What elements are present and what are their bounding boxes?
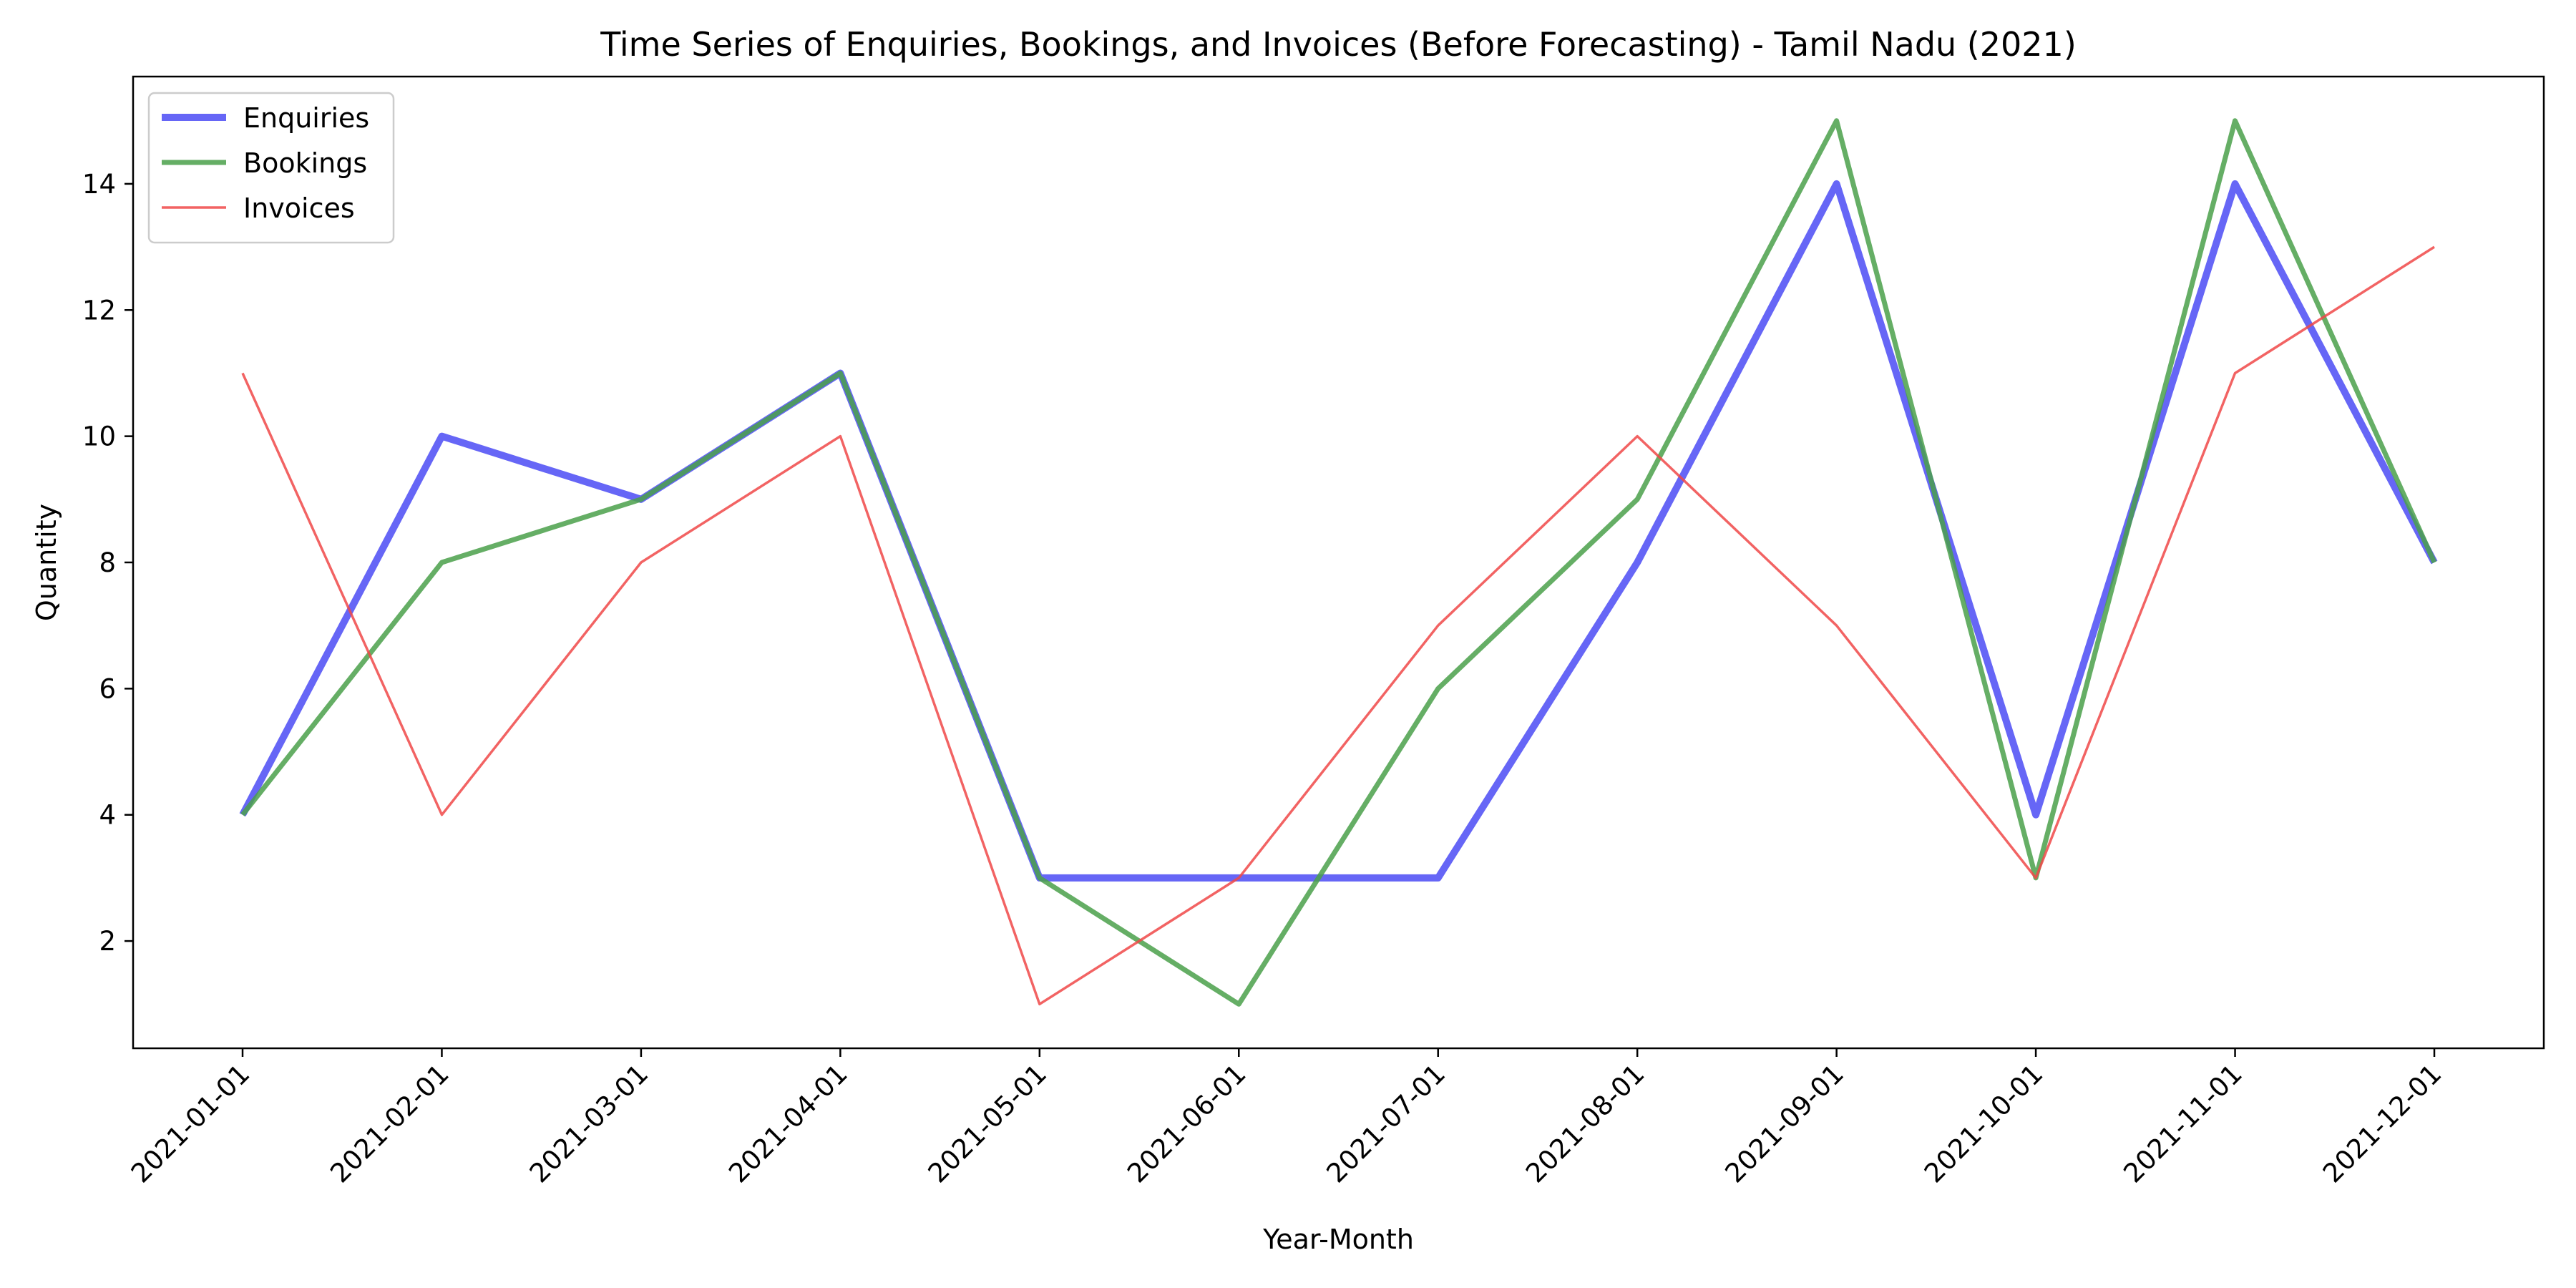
plot-area (132, 75, 2545, 1050)
y-tick-label: 8 (99, 547, 116, 578)
x-tick-label: 2021-05-01 (922, 1058, 1053, 1189)
series-line-enquiries (239, 180, 2438, 882)
x-tick-label: 2021-07-01 (1321, 1058, 1451, 1189)
x-tick-label: 2021-12-01 (2317, 1058, 2447, 1189)
x-tick-label: 2021-06-01 (1121, 1058, 1252, 1189)
y-tick-label: 12 (82, 295, 116, 326)
y-axis: 2 4 6 8 10 12 14 (82, 169, 133, 957)
series-line-bookings (240, 118, 2437, 1007)
legend-entry: Bookings (243, 147, 367, 179)
legend: Enquiries Bookings Invoices (147, 92, 395, 244)
x-axis-label: Year-Month (1262, 1224, 1414, 1255)
y-tick-label: 10 (82, 421, 116, 452)
y-tick-label: 2 (99, 926, 116, 957)
series-layer (239, 118, 2438, 1007)
legend-entry: Enquiries (243, 102, 369, 134)
y-tick-label: 14 (82, 169, 116, 200)
legend-entry: Invoices (243, 192, 355, 224)
x-tick-label: 2021-01-01 (125, 1058, 255, 1189)
x-axis: 2021-01-01 2021-02-01 2021-03-01 2021-04-01… (125, 1048, 2447, 1189)
y-tick-label: 6 (99, 673, 116, 704)
x-tick-label: 2021-02-01 (324, 1058, 454, 1189)
series-line-invoices (241, 245, 2435, 1006)
x-tick-label: 2021-04-01 (723, 1058, 853, 1189)
y-axis-label: Quantity (31, 504, 62, 621)
x-tick-label: 2021-03-01 (524, 1058, 654, 1189)
x-tick-label: 2021-10-01 (1918, 1058, 2049, 1189)
x-tick-label: 2021-08-01 (1520, 1058, 1650, 1189)
legend-box (147, 92, 395, 244)
x-tick-label: 2021-11-01 (2117, 1058, 2248, 1189)
x-tick-label: 2021-09-01 (1719, 1058, 1850, 1189)
y-tick-label: 4 (99, 800, 116, 831)
chart-title: Time Series of Enquiries, Bookings, and … (600, 25, 2077, 64)
